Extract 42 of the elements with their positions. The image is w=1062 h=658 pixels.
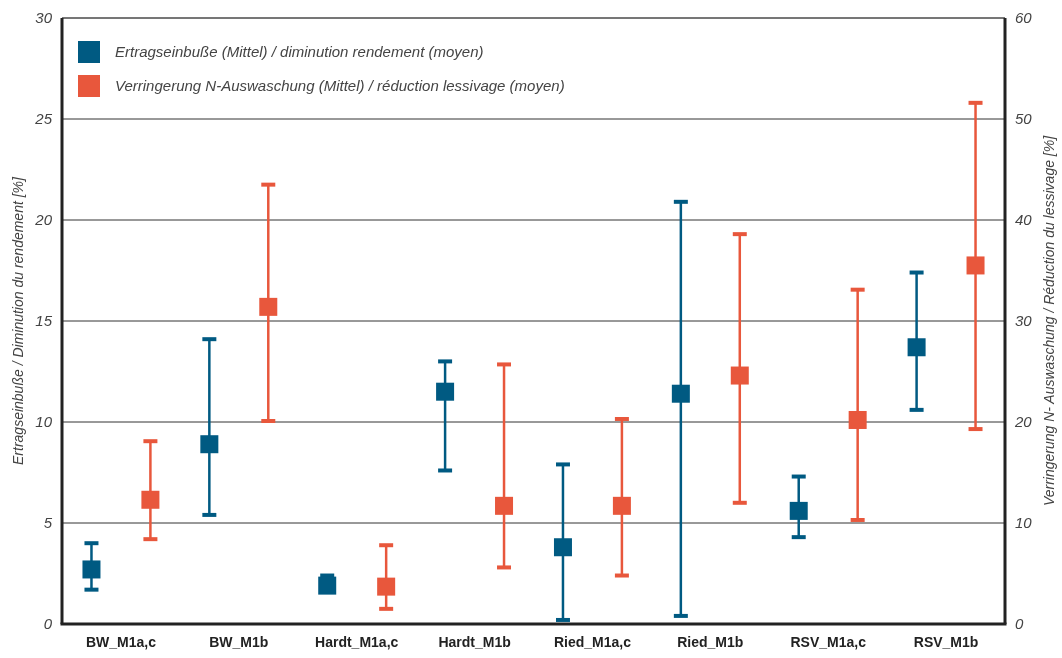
point [907,338,926,357]
y2-tick-label: 50 [1015,110,1033,128]
point [377,577,396,596]
point [259,297,278,316]
point [82,560,101,579]
x-tick-label: Ried_M1b [677,634,744,650]
y-tick-label: 30 [35,9,53,27]
y-tick-label: 10 [35,413,53,431]
point [966,256,985,275]
y-tick-label: 15 [35,312,53,330]
x-tick-label: Ried_M1a,c [553,634,632,650]
point [436,382,455,401]
y-tick-label: 20 [34,211,53,229]
point [730,366,749,385]
x-tick-label: RSV_M1b [913,634,979,650]
legend-label: Verringerung N-Auswaschung (Mittel) / réduction lessivage (moyen) [115,77,565,95]
y2-tick-label: 60 [1015,9,1033,27]
y2-tick-label: 0 [1015,615,1024,633]
point [200,435,219,454]
x-tick-label: RSV_M1a,c [790,634,867,650]
y2-tick-label: 30 [1015,312,1033,330]
point [848,410,867,429]
point [789,501,808,520]
legend-label: Ertragseinbuße (Mittel) / diminution rendement (moyen) [115,43,484,61]
point [318,576,337,595]
point [495,496,514,515]
point [141,490,160,509]
point [553,538,572,557]
y-axis-title: Ertragseinbuße / Diminution du rendement [%] [10,175,26,465]
y2-tick-label: 20 [1014,413,1033,431]
point [612,496,631,515]
y2-axis-title: Verringerung N- Auswaschung / Réduction du lessivage [%] [1041,134,1057,507]
y-tick-label: 0 [43,615,53,633]
y-tick-label: 25 [34,110,53,128]
y2-tick-label: 10 [1015,514,1033,532]
x-tick-label: BW_M1a,c [85,634,157,650]
y-tick-label: 5 [43,514,53,532]
x-tick-label: BW_M1b [209,634,269,650]
y2-tick-label: 40 [1015,211,1033,229]
x-tick-label: Hardt_M1b [438,634,511,650]
point [671,384,690,403]
x-tick-label: Hardt_M1a,c [315,634,399,650]
